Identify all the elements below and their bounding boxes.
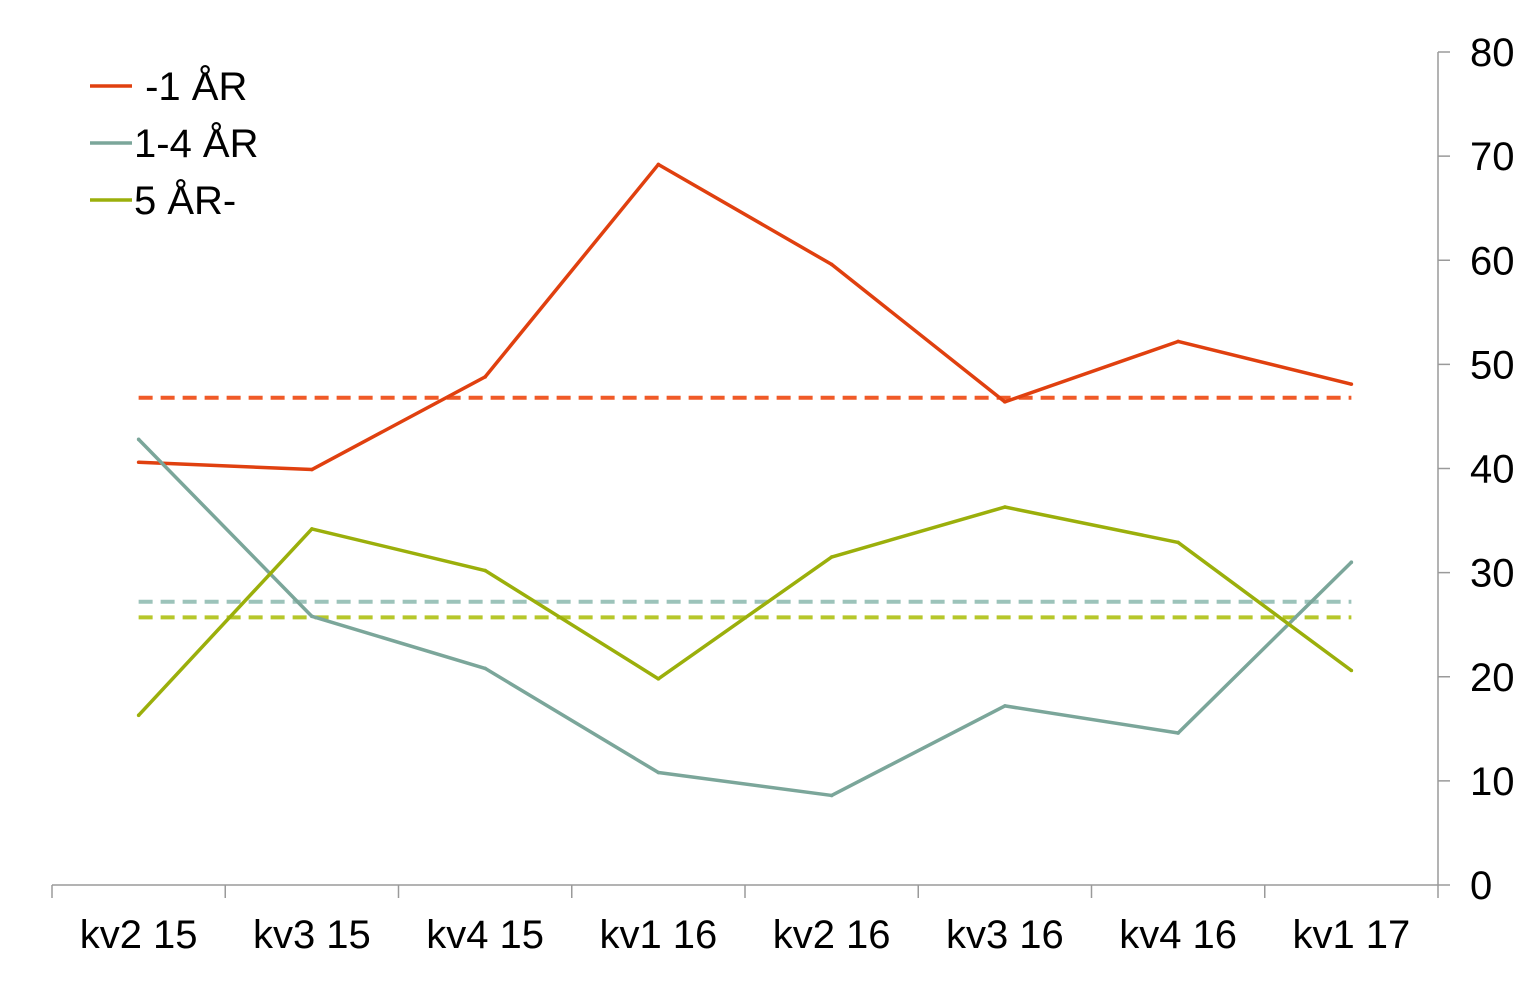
- data-point: [829, 262, 834, 267]
- data-point: [1176, 540, 1180, 545]
- data-point: [310, 527, 314, 531]
- y-tick-label: 80: [1470, 31, 1515, 75]
- data-point: [136, 437, 141, 442]
- data-point: [1003, 400, 1007, 404]
- series-lines: [136, 162, 1354, 798]
- legend: -1 ÅR 1-4 ÅR 5 ÅR-: [90, 64, 259, 223]
- y-tick-label: 40: [1470, 448, 1515, 492]
- y-tick-label: 20: [1470, 656, 1515, 700]
- data-point: [136, 713, 141, 718]
- y-tick-label: 70: [1470, 135, 1515, 179]
- y-tick-labels: 0 10 20 30 40 50 60 70 80: [1470, 31, 1515, 908]
- data-point: [1349, 668, 1354, 673]
- x-tick-label: kv2 15: [80, 913, 198, 957]
- data-point: [656, 162, 661, 167]
- data-point: [483, 375, 487, 379]
- x-tick-label: kv3 16: [946, 913, 1064, 957]
- legend-label: -1 ÅR: [134, 64, 247, 109]
- x-tick-label: kv3 15: [253, 913, 371, 957]
- series-line: [137, 438, 1353, 798]
- data-point: [656, 770, 661, 775]
- x-tick-label: kv4 15: [426, 913, 544, 957]
- series-line: [138, 162, 1352, 472]
- data-point: [829, 793, 834, 798]
- axes: [51, 51, 1450, 898]
- data-point: [136, 460, 141, 465]
- y-tick-label: 60: [1470, 239, 1515, 283]
- data-point: [483, 666, 487, 671]
- data-point: [1176, 731, 1180, 735]
- x-tick-label: kv1 17: [1292, 913, 1410, 957]
- average-lines: [138, 395, 1352, 620]
- y-tick-label: 30: [1470, 552, 1515, 596]
- y-tick-label: 10: [1470, 760, 1515, 804]
- legend-label: 1-4 ÅR: [134, 121, 259, 166]
- series-line: [137, 505, 1353, 717]
- data-point: [829, 555, 834, 559]
- x-tick-label: kv1 16: [599, 913, 717, 957]
- data-point: [1176, 339, 1180, 344]
- data-point: [310, 614, 314, 619]
- data-point: [656, 677, 661, 681]
- y-tick-label: 0: [1470, 864, 1492, 908]
- y-tick-label: 50: [1470, 343, 1515, 387]
- data-point: [1003, 704, 1007, 708]
- data-point: [1003, 505, 1007, 509]
- legend-label: 5 ÅR-: [134, 178, 236, 223]
- x-tick-label: kv4 16: [1119, 913, 1237, 957]
- data-point: [483, 568, 487, 573]
- data-point: [1349, 382, 1354, 386]
- x-tick-label: kv2 16: [773, 913, 891, 957]
- x-tick-labels: kv2 15 kv3 15 kv4 15 kv1 16 kv2 16 kv3 16 kv4 …: [80, 913, 1411, 957]
- data-point: [1349, 560, 1354, 565]
- data-point: [310, 467, 314, 472]
